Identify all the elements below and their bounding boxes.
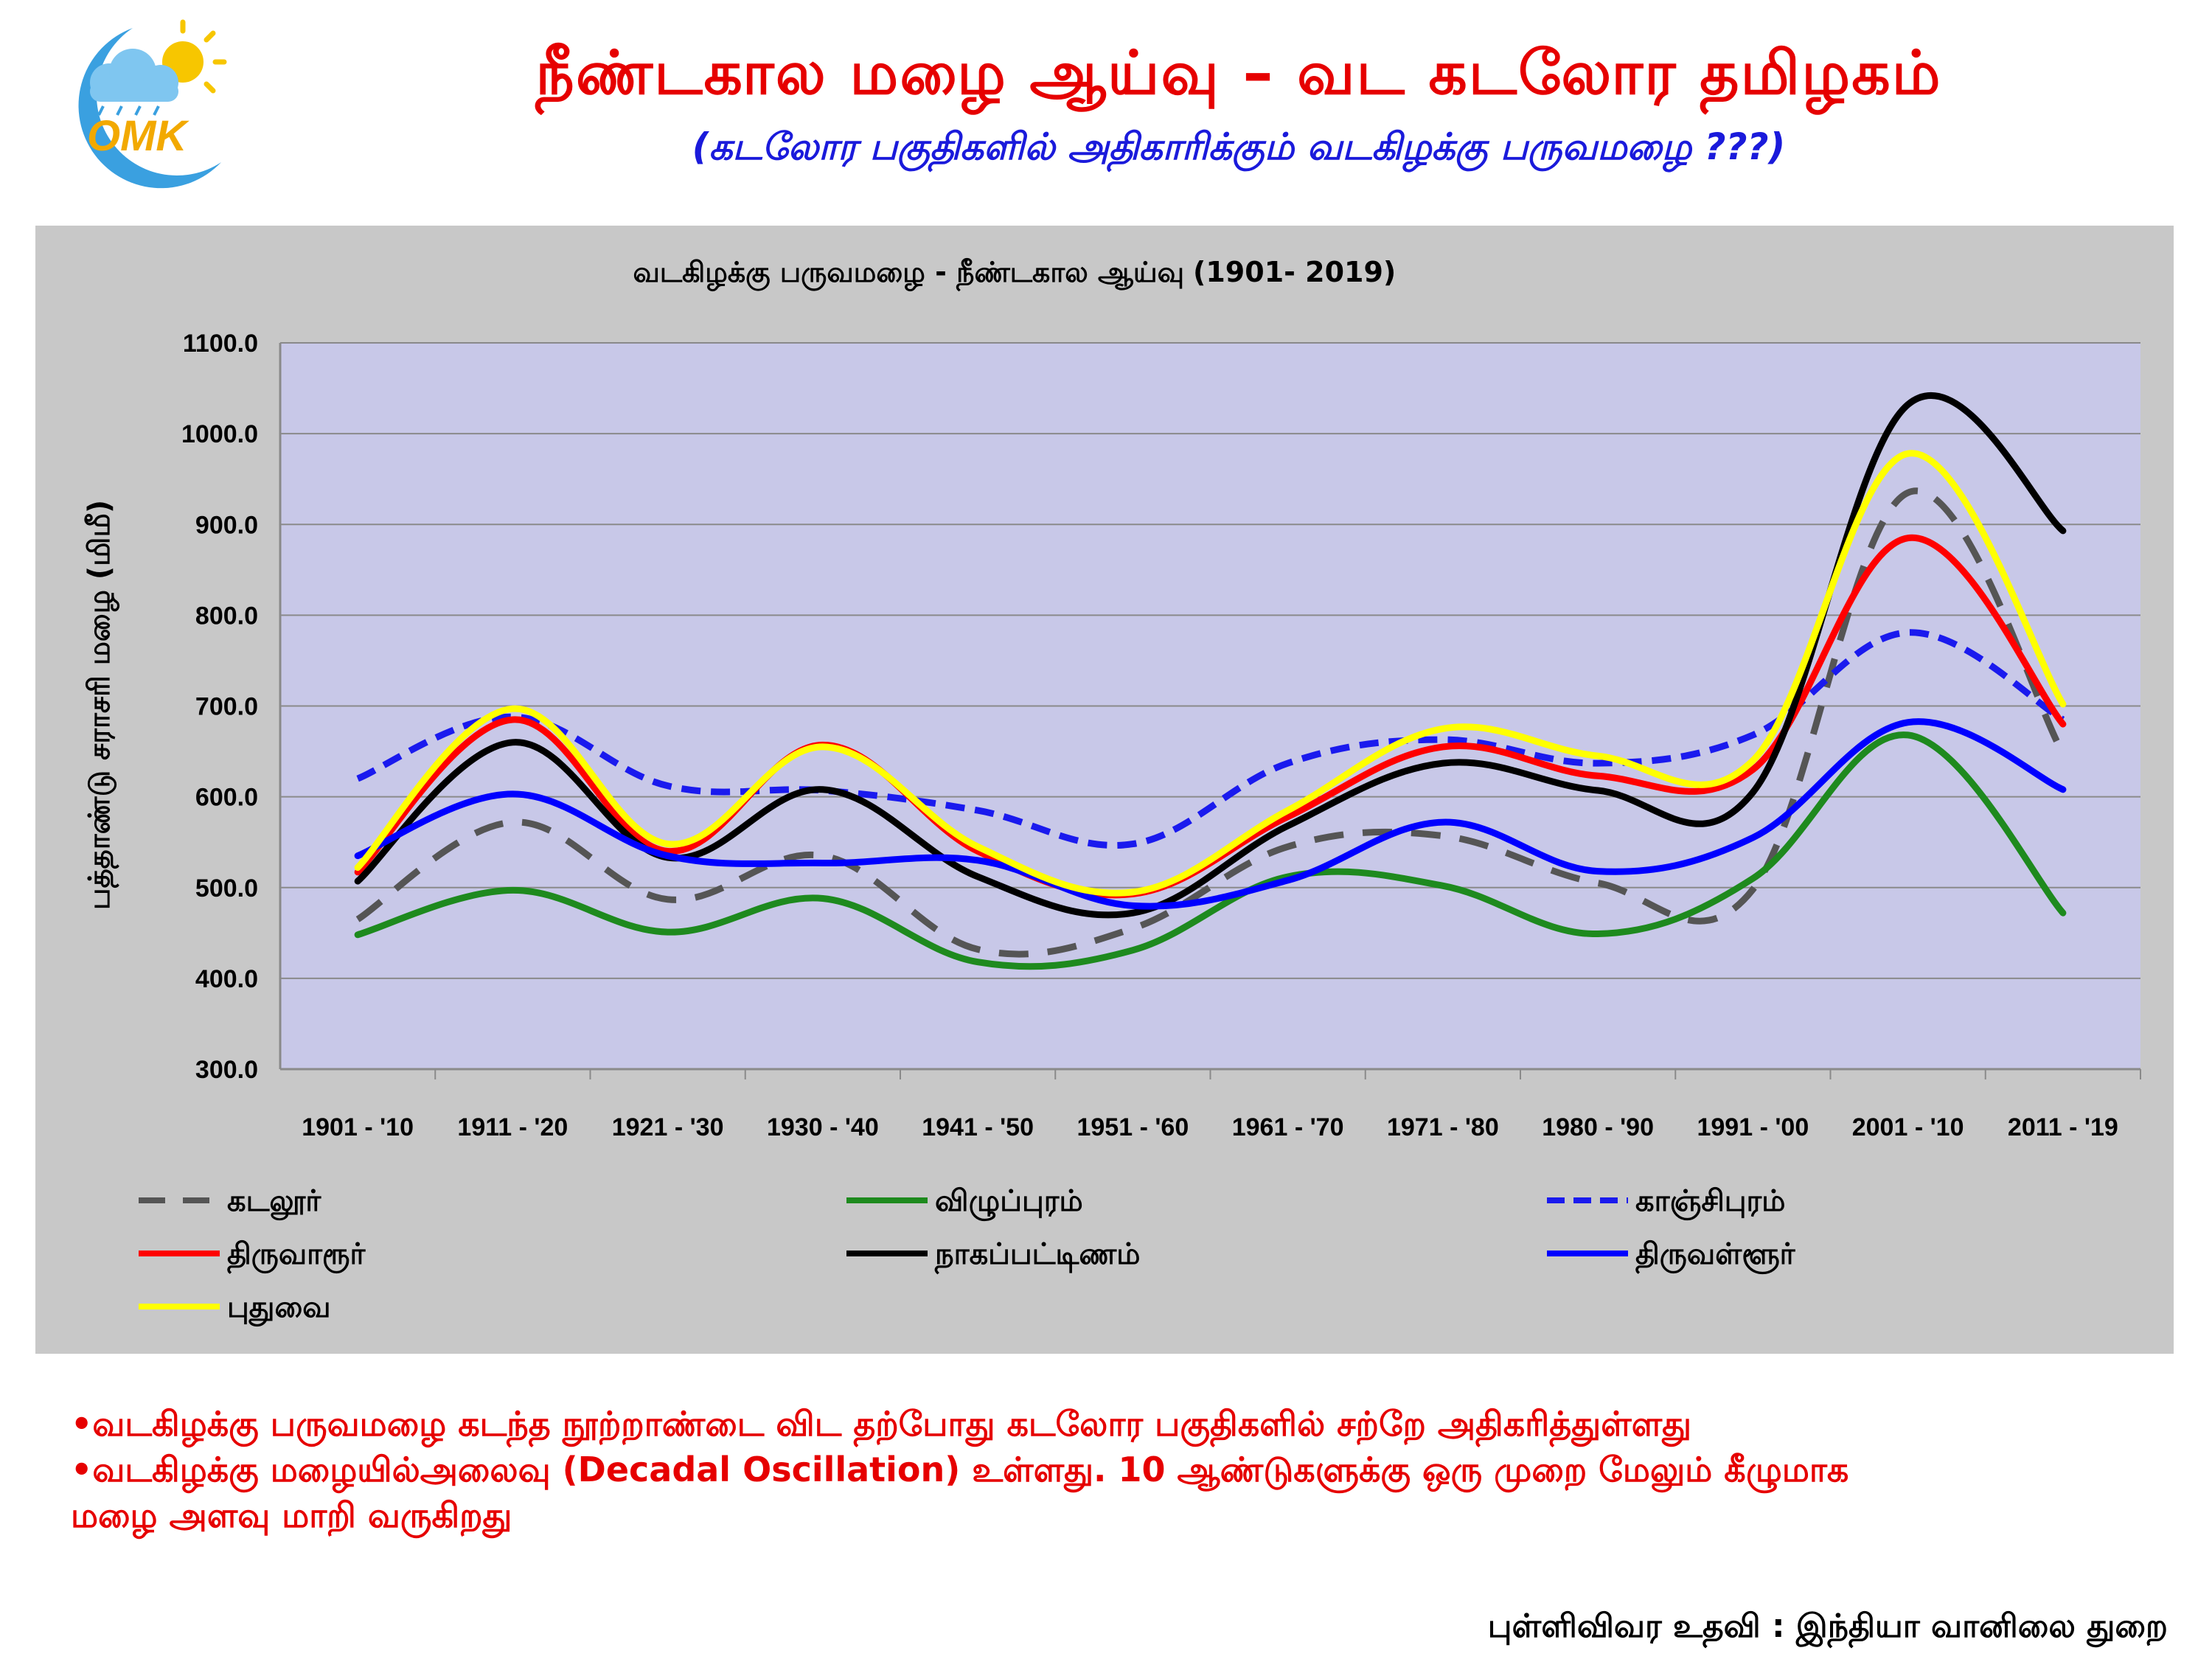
note-line-2: •வடகிழக்கு மழையில்அலைவு (Decadal Oscilla… <box>71 1450 1849 1489</box>
page-subtitle: (கடலோர பகுதிகளில் அதிகாரிக்கும் வடகிழக்க… <box>692 125 1786 168</box>
x-tick-label: 2001 - '10 <box>1852 1113 1964 1141</box>
y-tick-label: 600.0 <box>195 784 258 812</box>
legend-label: திருவாரூர் <box>227 1237 366 1274</box>
legend-label: திருவள்ளூர் <box>1635 1237 1796 1274</box>
legend-label: புதுவை <box>227 1290 331 1326</box>
series-line-7 <box>354 450 2067 897</box>
y-tick-label: 900.0 <box>195 511 258 539</box>
chart-panel: 300.0 400.0 500.0 600.0 700.0 800.0 900.0 1000.… <box>35 226 2174 1354</box>
y-axis-label: பத்தாண்டு சராசரி மழை (மிமீ) <box>83 500 119 910</box>
x-tick-label: 1930 - '40 <box>767 1113 879 1141</box>
x-tick-label: 1980 - '90 <box>1542 1113 1654 1141</box>
y-tick-label: 500.0 <box>195 874 258 902</box>
x-tick-label: 1941 - '50 <box>922 1113 1034 1141</box>
y-tick-label: 700.0 <box>195 693 258 721</box>
y-tick-label: 400.0 <box>195 965 258 993</box>
chart-title: வடகிழக்கு பருவமழை - நீண்டகால ஆய்வு <box>633 256 1185 292</box>
series-line-6 <box>354 718 2067 910</box>
legend-label: நாகப்பட்டிணம் <box>934 1237 1140 1274</box>
logo-text: OMK <box>87 112 189 160</box>
x-tick-label: 1991 - '00 <box>1697 1113 1809 1141</box>
x-tick-label: 1971 - '80 <box>1387 1113 1499 1141</box>
moon-icon <box>78 28 221 189</box>
rain-icon <box>97 105 160 116</box>
chart-title-years: (1901- 2019) <box>1193 256 1396 288</box>
x-tick-label: 1961 - '70 <box>1232 1113 1344 1141</box>
y-tick-label: 1100.0 <box>183 330 258 358</box>
y-tick-label: 300.0 <box>195 1056 258 1084</box>
x-tick-label: 2011 - '19 <box>2008 1113 2118 1141</box>
note-line-3: மழை அளவு மாறி வருகிறது <box>71 1495 512 1535</box>
page-title: நீண்டகால மழை ஆய்வு – வட கடலோர தமிழகம் <box>535 38 1942 108</box>
cloud-icon <box>90 49 178 102</box>
omk-logo: OMK <box>78 19 227 189</box>
x-tick-label: 1901 - '10 <box>302 1113 414 1141</box>
legend-label: கடலூர் <box>227 1184 321 1220</box>
y-tick-label: 800.0 <box>195 602 258 630</box>
x-tick-label: 1921 - '30 <box>612 1113 724 1141</box>
rainfall-line-chart: 300.0 400.0 500.0 600.0 700.0 800.0 900.0 1000.… <box>83 256 2141 1326</box>
x-tick-label: 1951 - '60 <box>1077 1113 1189 1141</box>
y-tick-label: 1000.0 <box>181 420 258 448</box>
note-line-1: •வடகிழக்கு பருவமழை கடந்த நூற்றாண்டை விட … <box>71 1404 1692 1444</box>
series-line-1 <box>355 487 2066 958</box>
legend-label: விழுப்புரம் <box>935 1184 1083 1221</box>
x-tick-label: 1911 - '20 <box>457 1113 568 1141</box>
legend-label: காஞ்சிபுரம் <box>1635 1184 1785 1220</box>
data-source: புள்ளிவிவர உதவி : இந்தியா வானிலை துறை <box>1487 1607 2168 1645</box>
notes: •வடகிழக்கு பருவமழை கடந்த நூற்றாண்டை விட … <box>71 1401 2180 1538</box>
